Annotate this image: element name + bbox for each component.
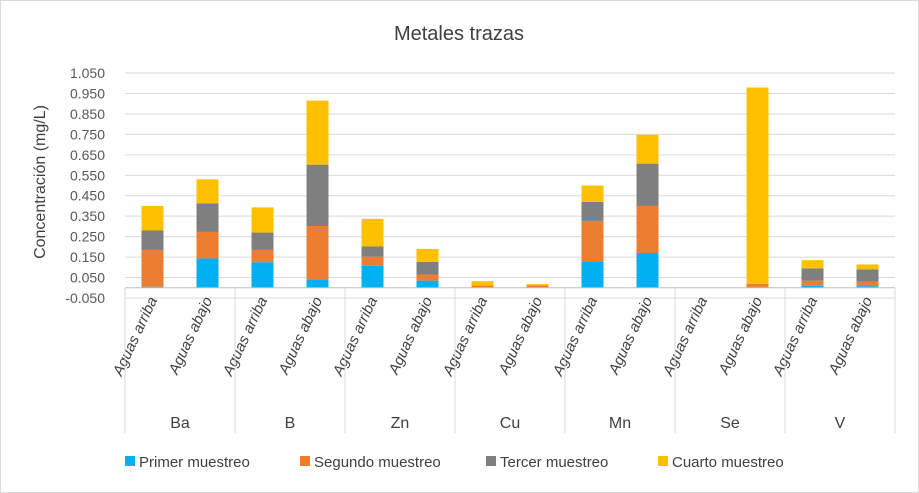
bar-segment: [251, 249, 274, 263]
bar-segment: [526, 284, 549, 286]
bar-segment: [636, 163, 659, 206]
bar-segment: [251, 262, 274, 288]
bar-segment: [746, 283, 769, 288]
bar-segment: [196, 258, 219, 288]
bar-segment: [856, 264, 879, 270]
y-axis-tick-labels: -0.050 0.050 0.150 0.250 0.350 0.450 0.550 0.65…: [65, 65, 105, 306]
y-tick-label: 0.750: [70, 126, 105, 142]
legend-label: Primer muestreo: [139, 454, 250, 471]
legend-label: Tercer muestreo: [500, 454, 608, 471]
bar-segment: [141, 249, 164, 287]
bar-segment: [196, 179, 219, 204]
bar-segment: [856, 281, 879, 287]
y-tick-label: 0.950: [70, 85, 105, 101]
legend-swatch: [125, 456, 135, 466]
y-tick-label: 0.450: [70, 188, 105, 204]
bar-segment: [416, 248, 439, 262]
y-axis-title: Concentración (mg/L): [32, 105, 49, 259]
legend-swatch: [300, 456, 310, 466]
bar-segment: [801, 268, 824, 281]
bar-segment: [416, 280, 439, 288]
group-label: Mn: [609, 415, 631, 432]
legend-swatch: [486, 456, 496, 466]
y-tick-label: 0.250: [70, 229, 105, 245]
y-tick-label: -0.050: [65, 290, 105, 306]
bar-segment: [361, 218, 384, 247]
group-label: B: [285, 415, 296, 432]
bar-segment: [251, 232, 274, 250]
y-tick-label: 1.050: [70, 65, 105, 81]
bar-segment: [801, 280, 824, 286]
bar-segment: [636, 253, 659, 288]
group-label: Cu: [500, 415, 520, 432]
bar-segment: [801, 285, 824, 288]
y-tick-label: 0.350: [70, 208, 105, 224]
bar-segment: [856, 269, 879, 282]
bar-segment: [416, 261, 439, 275]
bar-segment: [801, 260, 824, 269]
bar-segment: [306, 164, 329, 226]
bar-segment: [581, 201, 604, 221]
group-label: Zn: [391, 415, 410, 432]
bar-segment: [526, 285, 549, 288]
bar-segment: [141, 230, 164, 250]
bar-segment: [581, 220, 604, 262]
y-tick-label: 0.650: [70, 147, 105, 163]
bars: [141, 87, 879, 288]
y-tick-label: 0.150: [70, 249, 105, 265]
bar-segment: [306, 279, 329, 288]
y-tick-label: 0.050: [70, 270, 105, 286]
bar-segment: [306, 226, 329, 280]
bar-segment: [141, 205, 164, 231]
bar-segment: [361, 246, 384, 257]
bar-segment: [746, 87, 769, 284]
bar-segment: [636, 205, 659, 253]
bar-segment: [471, 281, 494, 286]
bar-segment: [361, 256, 384, 266]
group-label: V: [835, 415, 846, 432]
group-label: Ba: [170, 415, 190, 432]
bar-segment: [196, 231, 219, 259]
bar-segment: [856, 286, 879, 288]
bar-segment: [251, 207, 274, 233]
y-tick-label: 0.850: [70, 106, 105, 122]
bar-segment: [361, 265, 384, 288]
legend-swatch: [658, 456, 668, 466]
y-tick-label: 0.550: [70, 167, 105, 183]
bar-segment: [581, 185, 604, 202]
legend-label: Cuarto muestreo: [672, 454, 784, 471]
group-label: Se: [720, 415, 740, 432]
bar-segment: [196, 203, 219, 232]
bar-segment: [416, 274, 439, 281]
bar-segment: [306, 100, 329, 165]
bar-segment: [636, 134, 659, 164]
bar-segment: [581, 261, 604, 288]
bar-segment: [471, 285, 494, 288]
bar-segment: [141, 286, 164, 288]
legend: Primer muestreo Segundo muestreo Tercer mu…: [125, 454, 784, 471]
legend-label: Segundo muestreo: [314, 454, 441, 471]
chart-title: Metales trazas: [394, 23, 524, 45]
